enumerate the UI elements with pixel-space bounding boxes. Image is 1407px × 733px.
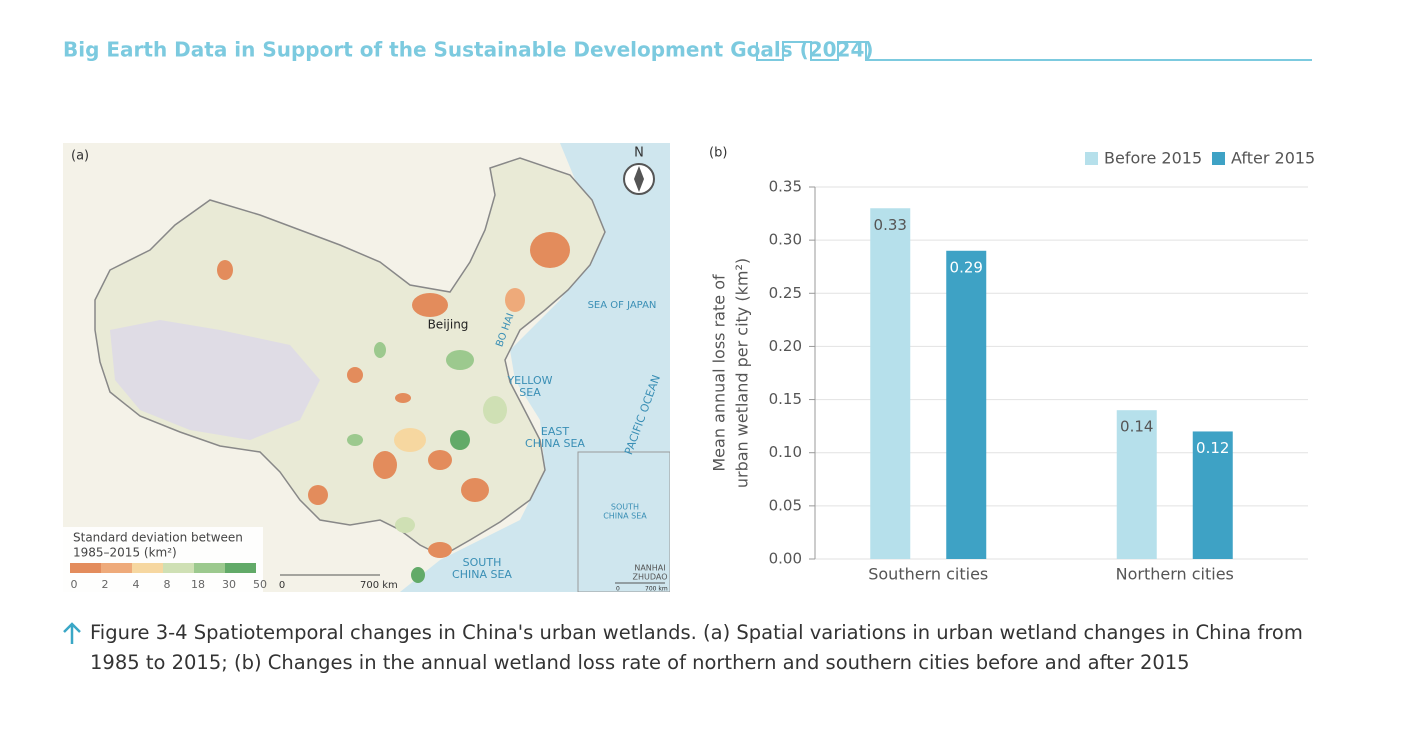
map-label: Beijing: [428, 318, 469, 332]
y-tick-label: 0.05: [769, 496, 802, 514]
y-axis-label: Mean annual loss rate of: [710, 274, 729, 472]
caption-icon: [63, 622, 81, 644]
map-label: NANHAI: [634, 564, 665, 573]
legend-label: Before 2015: [1104, 149, 1202, 168]
map-label: SEA OF JAPAN: [588, 300, 657, 311]
bar: [870, 208, 911, 559]
y-tick-label: 0.15: [769, 390, 802, 408]
map: [63, 143, 670, 592]
y-tick-label: 0.10: [769, 443, 802, 461]
legend-tick: 0: [71, 578, 78, 591]
x-tick-label: Southern cities: [868, 565, 988, 584]
legend-title: 1985–2015 (km²): [73, 546, 177, 560]
map-label: CHINA SEA: [603, 512, 647, 521]
legend-swatch: [70, 563, 101, 573]
chart-panel-label: (b): [709, 146, 727, 161]
compass-needle: [634, 166, 644, 192]
wetland-patches: [217, 232, 570, 583]
legend-tick: 8: [164, 578, 171, 591]
legend-tick: 50: [253, 578, 267, 591]
map-label: ZHUDAO: [633, 573, 668, 582]
legend-swatch: [1212, 152, 1225, 165]
legend-swatch: [194, 563, 225, 573]
legend-swatch: [225, 563, 256, 573]
inset-scale-label: 0: [616, 586, 620, 593]
inset-box: [577, 451, 670, 592]
y-tick-label: 0.25: [769, 284, 802, 302]
header-title: Big Earth Data in Support of the Sustain…: [63, 38, 874, 62]
legend-box: [63, 527, 263, 592]
map-label: SOUTH: [463, 556, 502, 569]
value-label: 0.33: [874, 216, 907, 234]
figure: Big Earth Data in Support of the Sustain…: [63, 38, 1315, 593]
y-tick-label: 0.20: [769, 337, 802, 355]
scale-label: 700 km: [360, 580, 398, 591]
map-label: SEA: [519, 386, 541, 399]
y-axis-label: urban wetland per city (km²): [733, 258, 752, 488]
legend-label: After 2015: [1231, 149, 1315, 168]
map-label: SOUTH: [611, 503, 639, 512]
map-label: EAST: [541, 425, 569, 438]
legend-swatch: [101, 563, 132, 573]
legend-tick: 30: [222, 578, 236, 591]
y-tick-label: 0.30: [769, 231, 802, 249]
inset-scale-label: 700 km: [645, 586, 668, 593]
legend-title: Standard deviation between: [73, 531, 243, 545]
value-label: 0.12: [1196, 439, 1229, 457]
legend-swatch: [1085, 152, 1098, 165]
north-label: N: [634, 146, 644, 161]
legend-tick: 18: [191, 578, 205, 591]
caption: Figure 3-4 Spatiotemporal changes in Chi…: [90, 621, 1303, 674]
header-rule: [756, 41, 1312, 61]
y-tick-label: 0.00: [769, 550, 802, 568]
bar: [946, 250, 987, 559]
map-label: CHINA SEA: [525, 437, 585, 450]
legend-tick: 4: [133, 578, 140, 591]
map-label: CHINA SEA: [452, 568, 512, 581]
legend-swatch: [132, 563, 163, 573]
map-panel-label: (a): [71, 149, 89, 164]
y-tick-label: 0.35: [769, 178, 802, 196]
scale-label: 0: [279, 580, 285, 591]
legend-tick: 2: [102, 578, 109, 591]
x-tick-label: Northern cities: [1116, 565, 1234, 584]
value-label: 0.29: [950, 258, 983, 276]
bar: [1192, 431, 1233, 559]
map-label: YELLOW: [506, 374, 552, 387]
legend-swatch: [163, 563, 194, 573]
bar: [1116, 410, 1157, 559]
value-label: 0.14: [1120, 418, 1153, 436]
